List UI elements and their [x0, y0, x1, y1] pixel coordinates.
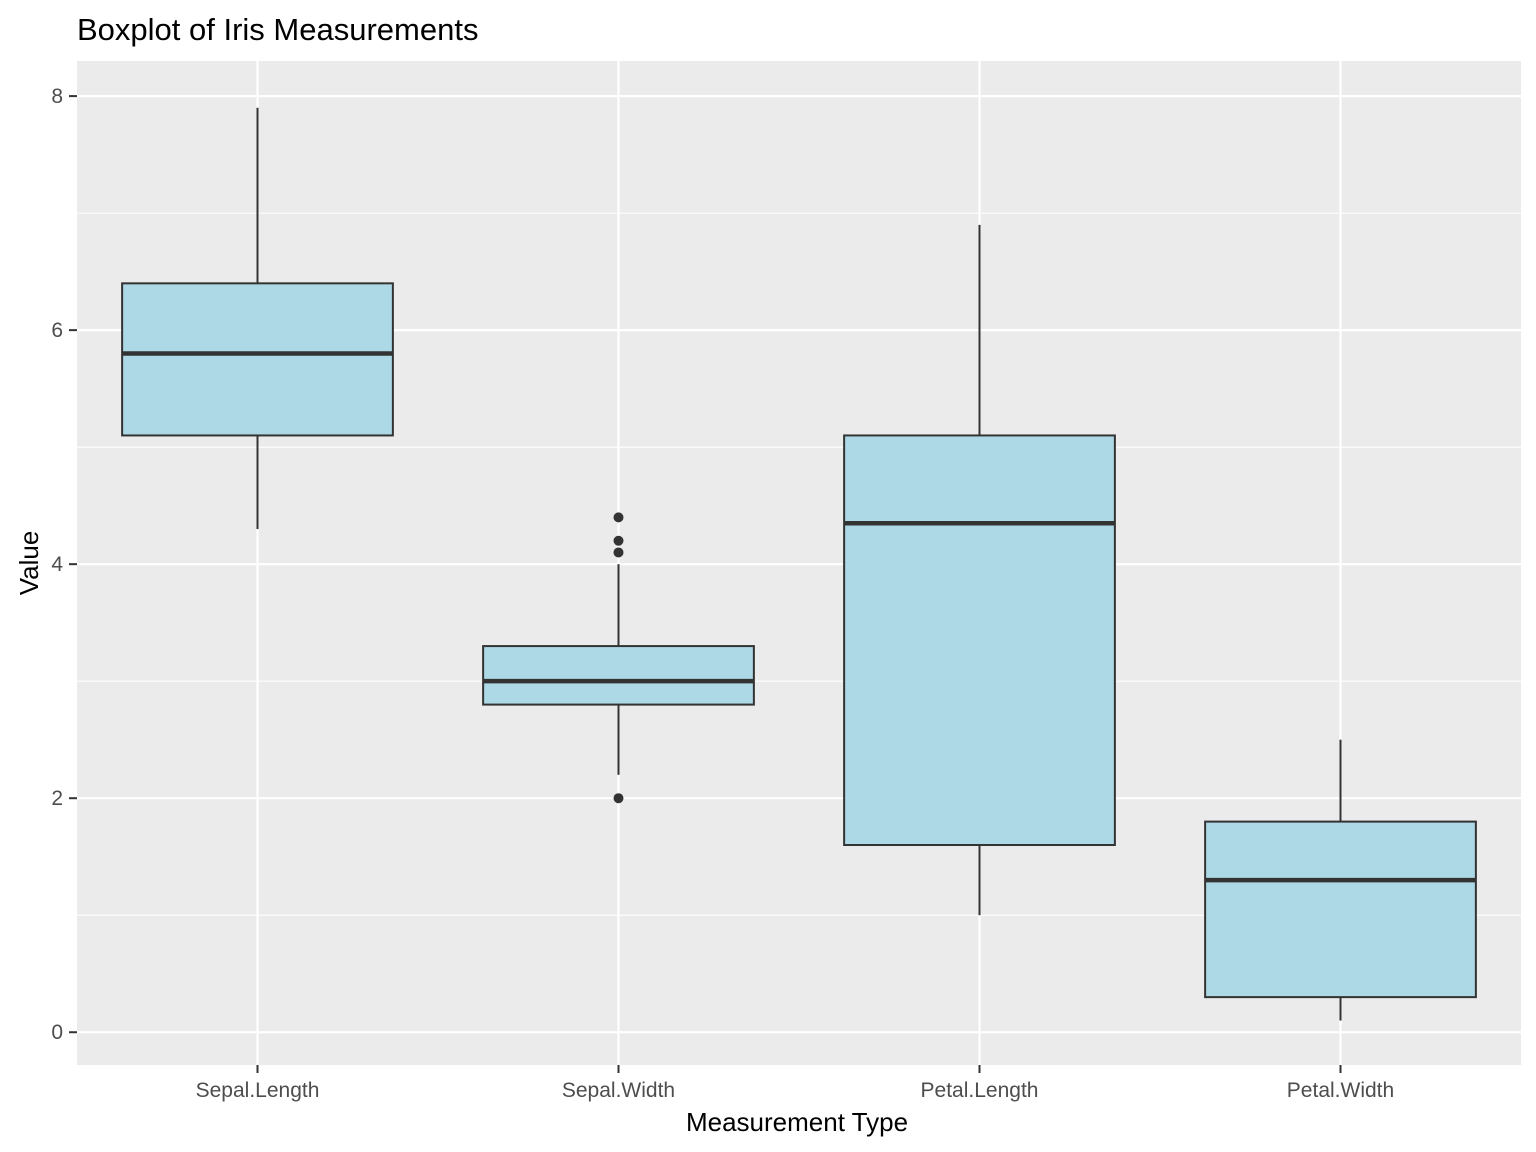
y-tick-label: 6 [51, 319, 63, 342]
x-axis: Sepal.Length Sepal.Width Petal.Length Petal… [196, 1065, 1394, 1102]
box-iqr [482, 645, 755, 706]
outlier-point [613, 547, 624, 558]
outlier-point [613, 535, 624, 546]
x-tick-label: Sepal.Width [562, 1079, 675, 1102]
x-tick-label: Petal.Width [1287, 1079, 1394, 1102]
y-tick-label: 8 [51, 85, 63, 108]
y-tick-label: 0 [51, 1021, 63, 1044]
y-axis-title: Value [14, 531, 44, 596]
outlier-point [613, 793, 624, 804]
box-sepal-width [482, 512, 755, 804]
x-tick-label: Sepal.Length [196, 1079, 320, 1102]
box-iqr [1204, 820, 1477, 999]
x-axis-title: Measurement Type [686, 1107, 908, 1137]
y-tick-label: 2 [51, 787, 63, 810]
x-tick-label: Petal.Length [921, 1079, 1039, 1102]
box-iqr [121, 282, 394, 437]
box-sepal-length [121, 107, 394, 530]
box-petal-width [1204, 739, 1477, 1021]
box-petal-length [843, 224, 1116, 916]
box-iqr [843, 434, 1116, 847]
chart-title: Boxplot of Iris Measurements [77, 12, 478, 47]
boxes-layer [121, 107, 1477, 1021]
outlier-point [613, 512, 624, 523]
y-tick-label: 4 [51, 553, 63, 576]
y-axis: 0 2 4 6 8 [51, 85, 77, 1044]
